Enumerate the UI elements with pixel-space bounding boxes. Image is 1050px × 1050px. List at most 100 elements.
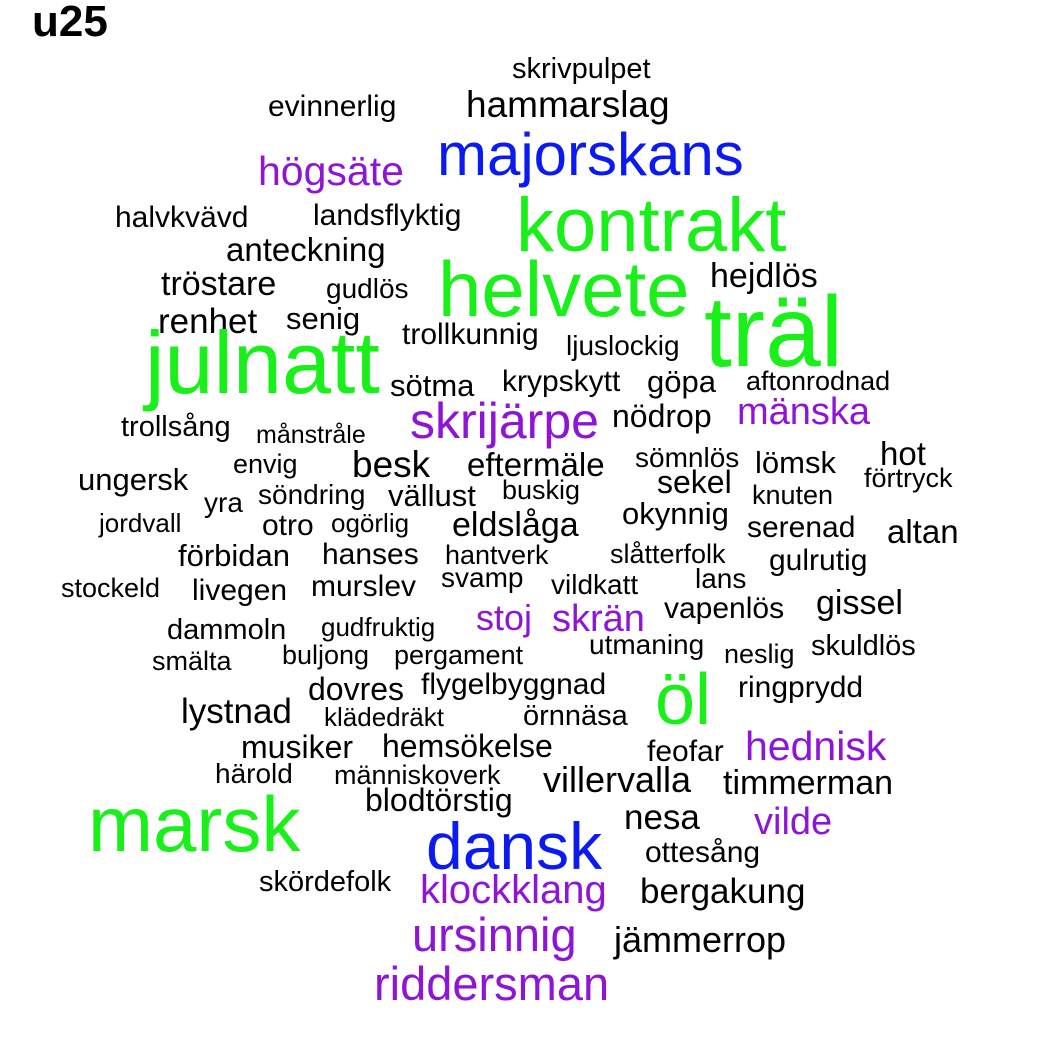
- word: otro: [262, 509, 314, 542]
- word: ljuslockig: [566, 330, 680, 361]
- word: högsäte: [258, 148, 404, 194]
- word: lömsk: [755, 445, 836, 480]
- word: skrijärpe: [410, 393, 599, 449]
- word: halvkvävd: [115, 201, 249, 234]
- word: gulrutig: [769, 544, 868, 577]
- word: yra: [204, 487, 243, 518]
- word: buskig: [502, 475, 581, 505]
- word: envig: [233, 449, 298, 479]
- cloud-title: u25: [32, 0, 108, 46]
- word: trollkunnig: [402, 318, 539, 351]
- word: träl: [704, 276, 843, 388]
- word: lystnad: [181, 692, 292, 731]
- word: sötma: [390, 368, 475, 403]
- word: sekel: [657, 464, 732, 500]
- word: jordvall: [99, 508, 182, 538]
- word: eldslåga: [452, 506, 579, 544]
- word: trollsång: [121, 411, 231, 443]
- word: majorskans: [437, 121, 744, 188]
- word: nesa: [624, 798, 700, 837]
- word: riddersman: [374, 957, 610, 1010]
- word: timmerman: [723, 764, 894, 802]
- word: härold: [215, 758, 293, 789]
- word: dovres: [308, 671, 405, 707]
- word: serenad: [747, 511, 856, 544]
- word: murslev: [311, 570, 417, 603]
- word: göpa: [647, 364, 716, 399]
- word: förtryck: [864, 463, 953, 493]
- word: knuten: [752, 480, 834, 510]
- word: vilde: [754, 801, 833, 843]
- word: ottesång: [645, 836, 761, 869]
- word: slåtterfolk: [610, 539, 726, 569]
- word: lans: [695, 563, 747, 594]
- word: hanses: [322, 538, 419, 571]
- word: ogörlig: [331, 508, 410, 538]
- word: krypskytt: [502, 365, 621, 398]
- word: landsflyktig: [313, 199, 462, 232]
- word: människoverk: [334, 760, 501, 790]
- word: ungersk: [78, 462, 189, 497]
- word: klädedräkt: [324, 702, 444, 732]
- word: örnnäsa: [523, 700, 628, 732]
- word: mänska: [737, 391, 871, 433]
- word: hejdlös: [710, 257, 818, 295]
- word: öl: [655, 660, 712, 740]
- word: ringprydd: [738, 671, 864, 704]
- word: livegen: [192, 574, 288, 607]
- word: förbidan: [178, 538, 291, 573]
- word: anteckning: [226, 231, 386, 268]
- word: eftermäle: [467, 446, 605, 483]
- word: dammoln: [167, 614, 287, 646]
- word: stockeld: [61, 573, 161, 603]
- word: villervalla: [543, 759, 692, 800]
- word: skuldlös: [811, 630, 916, 662]
- word: månstråle: [256, 421, 366, 449]
- word: hammarslag: [466, 84, 670, 125]
- word: helvete: [438, 245, 690, 333]
- word: musiker: [241, 729, 354, 765]
- word: julnatt: [145, 313, 380, 412]
- word: aftonrodnad: [746, 366, 891, 396]
- word: skrän: [552, 598, 645, 640]
- word: hednisk: [745, 723, 887, 769]
- word: svamp: [441, 562, 524, 593]
- word: buljong: [282, 640, 370, 670]
- word: senig: [286, 301, 361, 336]
- word: klockklang: [420, 868, 607, 912]
- word: gissel: [816, 584, 903, 622]
- word: vapenlös: [664, 592, 785, 625]
- word: feofar: [647, 735, 724, 768]
- word: utmaning: [589, 629, 705, 660]
- word: hemsökelse: [382, 728, 553, 764]
- word: flygelbyggnad: [421, 668, 607, 701]
- word: marsk: [88, 780, 301, 868]
- word: söndring: [258, 479, 366, 510]
- word: gudlös: [326, 273, 409, 304]
- word: besk: [352, 444, 431, 485]
- word: gudfruktig: [321, 612, 436, 642]
- word: vildkatt: [551, 569, 639, 600]
- word: smälta: [152, 646, 232, 676]
- word: dansk: [426, 809, 603, 883]
- word: nödrop: [612, 398, 712, 434]
- word: stoj: [476, 597, 533, 638]
- word: bergakung: [640, 872, 806, 911]
- word: sömnlös: [635, 442, 740, 473]
- word: jämmerrop: [614, 919, 787, 960]
- word: skördefolk: [259, 866, 392, 898]
- word: ursinnig: [412, 908, 577, 961]
- word: tröstare: [161, 265, 277, 303]
- word: okynnig: [622, 496, 729, 531]
- word: altan: [887, 513, 959, 550]
- word: renhet: [158, 302, 258, 341]
- word: pergament: [394, 640, 524, 670]
- word: evinnerlig: [268, 90, 397, 123]
- word: kontrakt: [516, 183, 787, 268]
- word: vällust: [388, 478, 476, 513]
- word: neslig: [724, 639, 795, 669]
- word: skrivpulpet: [512, 53, 651, 85]
- word: hot: [880, 435, 926, 472]
- word: blodtörstig: [365, 782, 513, 818]
